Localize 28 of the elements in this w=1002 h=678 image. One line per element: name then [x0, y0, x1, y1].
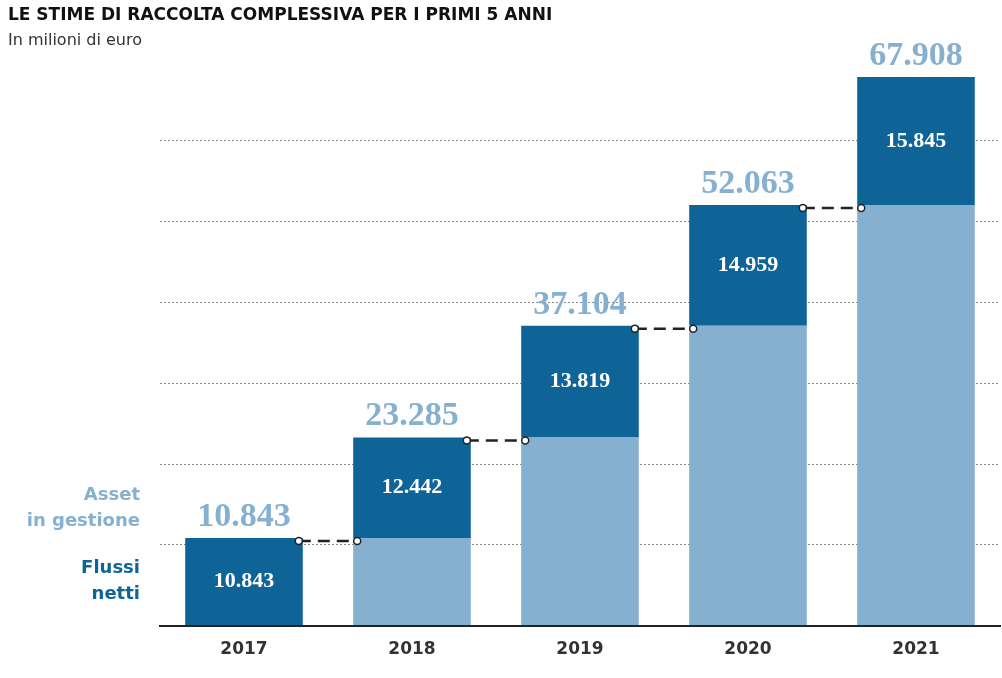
- chart-title: LE STIME DI RACCOLTA COMPLESSIVA PER I PRIMI 5 ANNI: [8, 4, 553, 24]
- x-tick-label: 2021: [892, 638, 940, 659]
- bar: [521, 437, 639, 626]
- bar: [521, 325, 639, 438]
- bar: [185, 537, 303, 626]
- total-label: 37.104: [533, 283, 627, 321]
- bar: [857, 204, 975, 626]
- bar: [353, 537, 471, 626]
- bar: [689, 325, 807, 626]
- data-label: 13.819: [549, 367, 611, 393]
- x-tick-label: 2017: [220, 638, 268, 659]
- x-tick-label: 2018: [388, 638, 436, 659]
- chart-subtitle: In milioni di euro: [8, 30, 143, 49]
- bar: [353, 437, 471, 538]
- x-tick-label: 2019: [556, 638, 604, 659]
- data-label: 12.442: [381, 473, 443, 499]
- bar: [857, 76, 975, 205]
- data-label: 14.959: [717, 251, 779, 277]
- data-label: 15.845: [885, 126, 947, 152]
- text: Flussi netti: [81, 556, 140, 604]
- total-label: 52.063: [701, 162, 795, 200]
- x-tick-label: 2020: [724, 638, 772, 659]
- data-label: 10.843: [213, 567, 275, 593]
- text: Asset in gestione: [26, 482, 141, 530]
- total-label: 10.843: [197, 495, 291, 533]
- total-label: 23.285: [365, 395, 459, 433]
- total-label: 67.908: [869, 34, 963, 72]
- bar: [689, 204, 807, 326]
